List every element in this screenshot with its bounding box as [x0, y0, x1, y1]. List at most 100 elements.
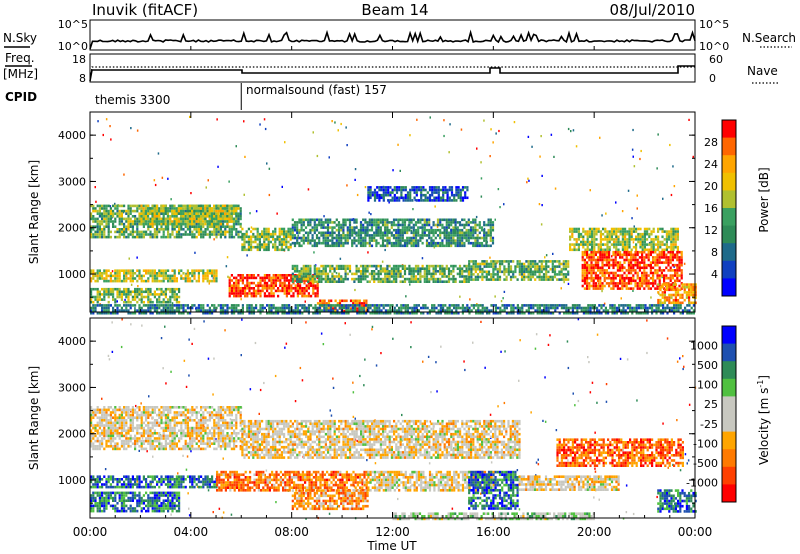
heatmap-cell: [569, 248, 572, 252]
heatmap-cell: [447, 218, 451, 222]
heatmap-cell: [636, 282, 639, 285]
heatmap-cell: [614, 256, 617, 259]
heatmap-cell: [386, 221, 389, 224]
heatmap-cell: [101, 304, 104, 307]
heatmap-cell: [151, 217, 154, 221]
heatmap-cell: [109, 293, 112, 296]
heatmap-cell: [182, 233, 185, 236]
heatmap-cell: [425, 228, 429, 232]
heatmap-cell: [140, 306, 143, 310]
heatmap-cell: [640, 149, 642, 153]
heatmap-cell: [266, 287, 269, 290]
heatmap-cell: [261, 276, 264, 280]
heatmap-cell: [357, 236, 360, 240]
heatmap-cell: [430, 275, 433, 278]
heatmap-cell: [186, 217, 189, 221]
heatmap-cell: [412, 223, 415, 227]
heatmap-cell: [512, 270, 515, 274]
heatmap-cell: [580, 243, 583, 246]
heatmap-cell: [545, 275, 548, 279]
heatmap-cell: [442, 188, 445, 192]
heatmap-cell: [459, 199, 462, 202]
heatmap-cell: [331, 272, 334, 276]
heatmap-cell: [335, 244, 338, 248]
heatmap-cell: [487, 221, 490, 224]
heatmap-cell: [674, 283, 677, 286]
heatmap-cell: [355, 234, 358, 237]
heatmap-cell: [134, 295, 137, 299]
heatmap-cell: [483, 236, 486, 240]
heatmap-cell: [364, 270, 367, 273]
heatmap-cell: [171, 207, 174, 210]
heatmap-cell: [90, 279, 93, 283]
heatmap-cell: [200, 212, 203, 215]
heatmap-cell: [648, 227, 651, 231]
heatmap-cell: [509, 270, 513, 274]
heatmap-cell: [90, 204, 93, 208]
heatmap-cell: [594, 258, 597, 262]
heatmap-cell: [685, 296, 688, 299]
station-title: Inuvik (fitACF): [92, 1, 198, 19]
heatmap-cell: [258, 238, 261, 241]
heatmap-cell: [480, 244, 484, 248]
heatmap-cell: [189, 228, 192, 231]
heatmap-cell: [673, 265, 675, 268]
heatmap-cell: [206, 209, 209, 213]
heatmap-cell: [329, 244, 332, 248]
heatmap-cell: [302, 264, 305, 268]
heatmap-cell: [222, 225, 225, 228]
heatmap-cell: [355, 270, 358, 273]
heatmap-cell: [265, 248, 268, 252]
heatmap-cell: [391, 188, 394, 192]
heatmap-cell: [645, 284, 648, 288]
heatmap-cell: [252, 294, 255, 298]
heatmap-cell: [342, 236, 345, 240]
heatmap-cell: [178, 290, 181, 294]
heatmap-cell: [362, 267, 365, 270]
heatmap-cell: [309, 239, 312, 242]
heatmap-cell: [386, 236, 389, 240]
heatmap-cell: [156, 233, 159, 236]
heatmap-cell: [244, 289, 247, 293]
heatmap-cell: [534, 260, 537, 263]
heatmap-cell: [160, 304, 163, 307]
heatmap-cell: [131, 290, 134, 294]
heatmap-cell: [379, 272, 382, 276]
heatmap-cell: [669, 250, 672, 254]
heatmap-cell: [326, 244, 330, 248]
heatmap-cell: [329, 221, 332, 224]
heatmap-cell: [605, 261, 608, 264]
heatmap-cell: [351, 272, 354, 276]
heatmap-cell: [417, 228, 420, 232]
heatmap-cell: [136, 235, 139, 239]
heatmap-cell: [215, 207, 218, 210]
heatmap-cell: [290, 294, 293, 298]
heatmap-cell: [665, 256, 668, 259]
heatmap-cell: [592, 269, 595, 272]
heatmap-cell: [351, 231, 354, 235]
heatmap-cell: [633, 165, 636, 168]
heatmap-cell: [468, 267, 471, 271]
heatmap-cell: [162, 298, 165, 301]
heatmap-cell: [206, 269, 209, 272]
heatmap-cell: [420, 196, 423, 200]
heatmap-cell: [408, 236, 411, 240]
heatmap-cell: [523, 262, 526, 266]
heatmap-cell: [193, 215, 196, 218]
heatmap-cell: [604, 243, 607, 246]
heatmap-cell: [125, 300, 128, 304]
heatmap-cell: [480, 177, 483, 180]
heatmap-cell: [103, 215, 106, 218]
heatmap-cell: [447, 221, 451, 224]
heatmap-cell: [175, 212, 178, 215]
heatmap-cell: [498, 270, 502, 274]
heatmap-cell: [151, 209, 154, 213]
heatmap-cell: [382, 199, 385, 202]
heatmap-cell: [219, 207, 222, 210]
heatmap-cell: [387, 186, 390, 189]
heatmap-cell: [313, 226, 316, 229]
heatmap-cell: [316, 284, 319, 287]
heatmap-cell: [467, 221, 470, 224]
heatmap-cell: [193, 304, 196, 307]
